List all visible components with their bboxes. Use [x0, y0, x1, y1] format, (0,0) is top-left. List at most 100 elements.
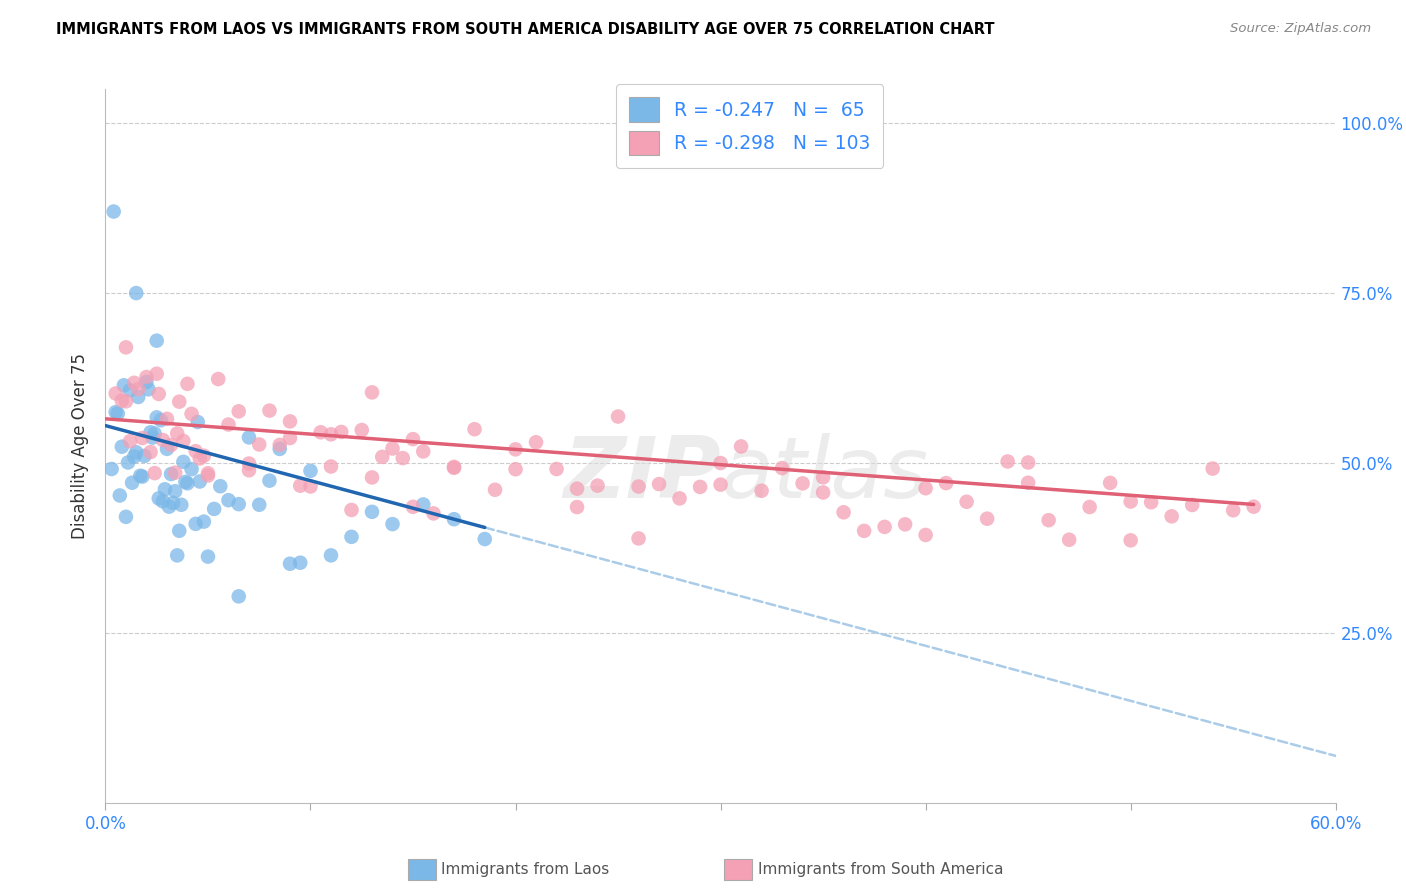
Point — [299, 464, 322, 478]
Point — [166, 549, 188, 563]
Point — [269, 438, 291, 452]
Point — [193, 449, 215, 463]
Point — [278, 557, 301, 571]
Point — [187, 415, 209, 429]
Point — [607, 409, 630, 424]
Point — [997, 454, 1019, 468]
Point — [914, 528, 936, 542]
Point — [443, 460, 465, 475]
Point — [139, 445, 162, 459]
Point — [730, 439, 752, 453]
Point — [505, 442, 527, 457]
Y-axis label: Disability Age Over 75: Disability Age Over 75 — [72, 353, 90, 539]
Point — [218, 493, 240, 508]
Point — [174, 475, 197, 489]
Point — [131, 469, 153, 483]
Point — [160, 467, 183, 481]
Point — [873, 520, 896, 534]
Point — [1057, 533, 1080, 547]
Point — [524, 435, 547, 450]
Point — [122, 450, 145, 464]
Point — [330, 425, 353, 439]
Point — [162, 496, 184, 510]
Point — [153, 483, 176, 497]
Point — [443, 459, 465, 474]
Point — [710, 477, 733, 491]
Point — [1181, 498, 1204, 512]
Point — [115, 340, 138, 354]
Point — [422, 507, 444, 521]
Point — [228, 590, 250, 604]
Point — [1160, 509, 1182, 524]
Point — [1202, 461, 1225, 475]
Point — [172, 434, 194, 448]
Point — [319, 549, 342, 563]
Point — [180, 462, 202, 476]
Text: IMMIGRANTS FROM LAOS VS IMMIGRANTS FROM SOUTH AMERICA DISABILITY AGE OVER 75 COR: IMMIGRANTS FROM LAOS VS IMMIGRANTS FROM … — [56, 22, 994, 37]
Point — [1038, 513, 1060, 527]
Point — [197, 467, 219, 481]
Point — [238, 430, 260, 444]
Point — [247, 437, 270, 451]
Point — [1140, 495, 1163, 509]
Point — [160, 438, 183, 452]
Point — [218, 417, 240, 432]
Point — [391, 451, 413, 466]
Point — [108, 488, 131, 502]
Point — [976, 511, 998, 525]
Point — [129, 468, 152, 483]
Point — [811, 470, 834, 484]
Point — [648, 477, 671, 491]
Point — [361, 385, 384, 400]
Point — [169, 394, 191, 409]
Point — [188, 451, 211, 466]
Point — [1222, 503, 1244, 517]
Point — [770, 461, 793, 475]
Point — [145, 410, 167, 425]
Point — [138, 382, 160, 396]
Point — [627, 479, 650, 493]
Point — [148, 387, 170, 401]
Point — [103, 204, 125, 219]
Point — [1078, 500, 1101, 514]
Point — [340, 503, 363, 517]
Point — [209, 479, 232, 493]
Point — [402, 432, 425, 446]
Point — [152, 494, 174, 508]
Text: Source: ZipAtlas.com: Source: ZipAtlas.com — [1230, 22, 1371, 36]
Point — [269, 442, 291, 456]
Point — [484, 483, 506, 497]
Point — [259, 403, 281, 417]
Point — [127, 382, 149, 396]
Point — [443, 512, 465, 526]
Point — [689, 480, 711, 494]
Point — [170, 498, 193, 512]
Point — [115, 394, 138, 409]
Point — [176, 376, 198, 391]
Point — [197, 549, 219, 564]
Point — [135, 370, 157, 384]
Point — [180, 407, 202, 421]
Point — [120, 384, 141, 398]
Point — [319, 459, 342, 474]
Point — [193, 515, 215, 529]
Point — [1119, 533, 1142, 548]
Point — [125, 445, 148, 459]
Point — [143, 466, 166, 480]
Point — [197, 468, 219, 483]
Point — [143, 426, 166, 441]
Point — [710, 456, 733, 470]
Point — [115, 509, 138, 524]
Point — [152, 433, 174, 447]
Point — [104, 405, 127, 419]
Point — [811, 485, 834, 500]
Point — [792, 476, 814, 491]
Point — [412, 498, 434, 512]
Point — [149, 413, 172, 427]
Point — [1099, 475, 1122, 490]
Point — [112, 378, 135, 392]
Point — [165, 466, 187, 480]
Point — [1243, 500, 1265, 514]
Point — [135, 375, 157, 389]
Point — [117, 456, 139, 470]
